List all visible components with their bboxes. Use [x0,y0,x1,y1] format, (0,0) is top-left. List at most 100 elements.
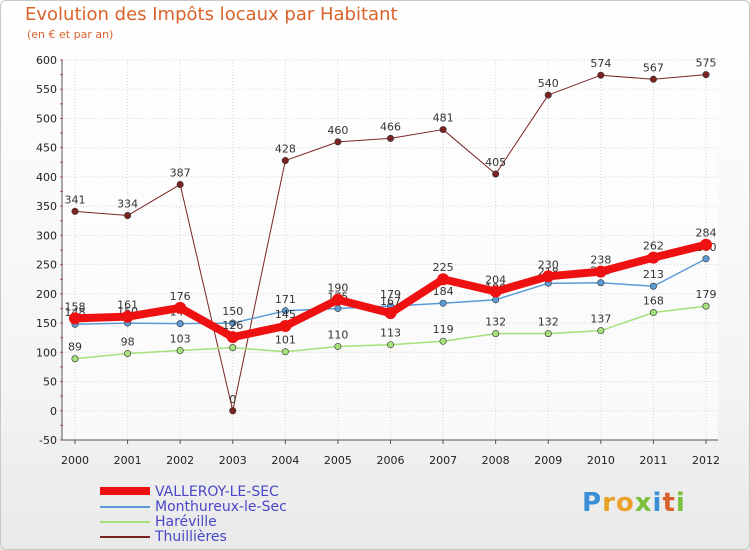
data-point [649,309,657,317]
data-label: 341 [65,193,86,206]
data-point [649,75,657,83]
logo-letter: i [675,488,686,518]
data-label: 145 [275,308,296,321]
legend-swatch [100,487,150,495]
legend-swatch [100,536,150,538]
chart-subtitle: (en € et par an) [27,28,114,41]
logo-letter: t [662,488,676,518]
y-tick-label: 400 [36,171,57,184]
logo-letter: r [602,488,616,518]
data-label: 89 [68,341,82,354]
data-label: 567 [643,61,664,74]
x-tick-label: 2008 [482,454,510,467]
y-tick-label: 550 [36,83,57,96]
data-label: 110 [327,328,348,341]
data-label: 387 [170,167,191,180]
data-point [121,310,134,323]
data-label: 466 [380,120,401,133]
data-point [544,91,552,99]
data-point [439,337,447,345]
x-tick-label: 2005 [324,454,352,467]
legend-label: VALLEROY-LE-SEC [155,484,279,500]
y-tick-label: 0 [50,405,57,418]
data-point [176,320,184,328]
y-tick-label: -50 [39,434,57,447]
logo-letter: P [582,488,603,518]
data-label: 225 [433,261,454,274]
data-point [281,157,289,165]
y-tick-label: 500 [36,112,57,125]
x-tick-label: 2004 [271,454,299,467]
data-label: 481 [433,112,454,125]
data-label: 158 [65,300,86,313]
x-tick-label: 2007 [429,454,457,467]
data-point [702,302,710,310]
data-label: 137 [590,313,611,326]
data-point [649,282,657,290]
data-point [544,330,552,338]
x-tick-label: 2000 [61,454,89,467]
data-label: 126 [222,319,243,332]
data-point [331,293,344,306]
logo-letter: i [652,488,663,518]
data-point [69,312,81,325]
data-point [386,341,394,349]
data-point [229,344,237,352]
data-point [229,407,237,415]
data-point [226,331,239,344]
data-point [702,71,710,79]
data-label: 167 [380,295,401,308]
x-tick-label: 2009 [534,454,562,467]
y-tick-label: 600 [36,54,57,67]
data-label: 113 [380,327,401,340]
legend-swatch [100,521,150,523]
y-tick-label: 150 [36,317,57,330]
data-label: 405 [485,156,506,169]
data-label: 119 [433,323,454,336]
data-point [437,273,450,286]
data-point [700,238,712,251]
x-tick-label: 2003 [219,454,247,467]
logo-letter: o [615,488,635,518]
data-label: 238 [590,254,611,267]
data-label: 161 [117,299,138,312]
x-tick-label: 2010 [587,454,615,467]
data-label: 334 [117,198,138,211]
data-point [597,71,605,79]
y-tick-label: 100 [36,346,57,359]
data-label: 171 [275,293,296,306]
data-label: 176 [170,290,191,303]
data-label: 179 [696,288,717,301]
x-tick-label: 2006 [377,454,405,467]
data-point [542,270,555,283]
data-point [492,330,500,338]
data-point [279,320,292,332]
data-label: 230 [538,258,559,271]
data-label: 460 [327,124,348,137]
data-label: 428 [275,143,296,156]
data-label: 204 [485,274,506,287]
chart-title: Evolution des Impôts locaux par Habitant [25,4,398,25]
y-tick-label: 200 [36,288,57,301]
legend-label: Monthureux-le-Sec [155,499,287,515]
data-point [124,212,132,220]
legend-label: Haréville [155,514,217,530]
x-tick-label: 2001 [114,454,142,467]
x-tick-label: 2002 [166,454,194,467]
data-point [386,134,394,142]
y-tick-label: 300 [36,229,57,242]
data-point [71,207,79,215]
data-point [281,348,289,356]
data-label: 284 [696,227,717,240]
data-point [334,342,342,350]
y-tick-label: 250 [36,259,57,272]
data-point [647,251,660,264]
data-point [489,285,502,298]
data-label: 103 [170,333,191,346]
data-point [492,170,500,178]
data-label: 574 [590,57,611,70]
data-point [334,304,342,312]
data-label: 98 [121,335,135,348]
data-label: 540 [538,77,559,90]
